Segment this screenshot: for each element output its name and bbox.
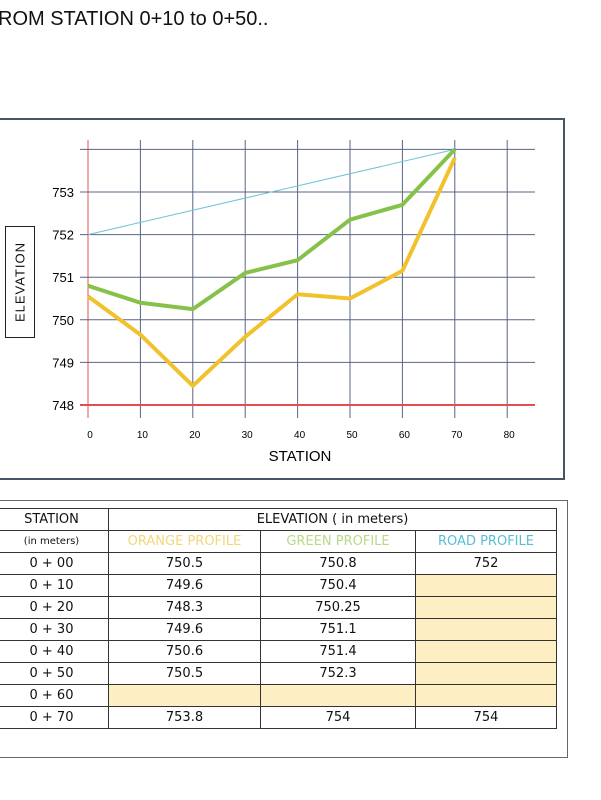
y-tick-label: 753 — [52, 185, 74, 200]
table-row: 0 + 40 750.6 751.4 — [0, 640, 557, 663]
road-cell — [415, 596, 557, 619]
x-tick-label: 50 — [346, 430, 358, 441]
x-tick-label: 10 — [137, 430, 149, 441]
green-cell: 750.8 — [260, 552, 416, 575]
road-cell: 752 — [415, 552, 557, 575]
y-tick-label: 750 — [52, 313, 74, 328]
chart-frame — [0, 118, 565, 480]
orange-cell: 749.6 — [108, 618, 261, 641]
elevation-header: ELEVATION ( in meters) — [108, 508, 557, 531]
green-cell: 751.1 — [260, 618, 416, 641]
x-tick-label: 0 — [87, 430, 93, 441]
station-subheader: (in meters) — [0, 530, 109, 553]
station-cell: 0 + 60 — [0, 684, 109, 707]
series-line-orange-profile — [86, 157, 457, 388]
road-cell — [415, 618, 557, 641]
station-cell: 0 + 30 — [0, 618, 109, 641]
y-tick-label: 749 — [52, 355, 74, 370]
green-cell: 750.4 — [260, 574, 416, 597]
station-cell: 0 + 00 — [0, 552, 109, 575]
table-row: 0 + 50 750.5 752.3 — [0, 662, 557, 685]
orange-cell: 750.5 — [108, 552, 261, 575]
orange-cell: 750.5 — [108, 662, 261, 685]
green-cell: 751.4 — [260, 640, 416, 663]
orange-cell: 750.6 — [108, 640, 261, 663]
x-tick-label: 70 — [451, 430, 463, 441]
orange-cell: 753.8 — [108, 706, 261, 729]
station-cell: 0 + 70 — [0, 706, 109, 729]
y-tick-label: 751 — [52, 270, 74, 285]
y-tick-label: 748 — [52, 398, 74, 413]
station-cell: 0 + 20 — [0, 596, 109, 619]
station-header: STATION — [0, 508, 109, 531]
orange-profile-header: ORANGE PROFILE — [108, 530, 261, 553]
x-tick-label: 60 — [399, 430, 411, 441]
y-axis-label: ELEVATION — [12, 241, 28, 323]
x-tick-label: 20 — [189, 430, 201, 441]
green-profile-header: GREEN PROFILE — [260, 530, 416, 553]
green-cell: 750.25 — [260, 596, 416, 619]
orange-cell: 749.6 — [108, 574, 261, 597]
station-cell: 0 + 10 — [0, 574, 109, 597]
table-row: 0 + 30 749.6 751.1 — [0, 618, 557, 641]
station-cell: 0 + 50 — [0, 662, 109, 685]
road-cell — [415, 662, 557, 685]
table-row: 0 + 10 749.6 750.4 — [0, 574, 557, 597]
x-axis-label: STATION — [269, 448, 332, 465]
green-cell: 752.3 — [260, 662, 416, 685]
series-line-green-profile — [87, 148, 457, 312]
road-cell — [415, 574, 557, 597]
green-cell: 754 — [260, 706, 416, 729]
table-row: 0 + 00 750.5 750.8 752 — [0, 552, 557, 575]
x-tick-label: 80 — [504, 430, 516, 441]
road-profile-header: ROAD PROFILE — [415, 530, 557, 553]
y-axis-label-box: ELEVATION — [5, 226, 35, 338]
road-cell: 754 — [415, 706, 557, 729]
orange-cell — [108, 684, 261, 707]
green-cell — [260, 684, 416, 707]
elevation-chart: 0 10 20 30 40 50 60 70 80 748 749 750 751 752 753 STATI… — [52, 140, 535, 465]
table-row: 0 + 20 748.3 750.25 — [0, 596, 557, 619]
table-frame — [0, 500, 568, 758]
y-tick-label: 752 — [52, 228, 74, 243]
road-cell — [415, 640, 557, 663]
station-cell: 0 + 40 — [0, 640, 109, 663]
x-tick-label: 30 — [242, 430, 254, 441]
page-title: ROM STATION 0+10 to 0+50.. — [0, 8, 269, 30]
series-line-road-profile — [87, 148, 455, 236]
road-cell — [415, 684, 557, 707]
table-row: 0 + 70 753.8 754 754 — [0, 706, 557, 729]
elevation-table: STATION ELEVATION ( in meters) (in meter… — [0, 508, 557, 729]
table-row: 0 + 60 — [0, 684, 557, 707]
orange-cell: 748.3 — [108, 596, 261, 619]
x-tick-label: 40 — [294, 430, 306, 441]
